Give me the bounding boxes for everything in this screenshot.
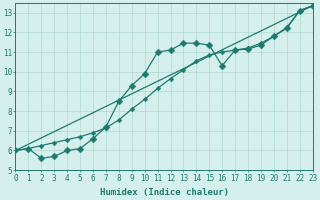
X-axis label: Humidex (Indice chaleur): Humidex (Indice chaleur) [100,188,228,197]
